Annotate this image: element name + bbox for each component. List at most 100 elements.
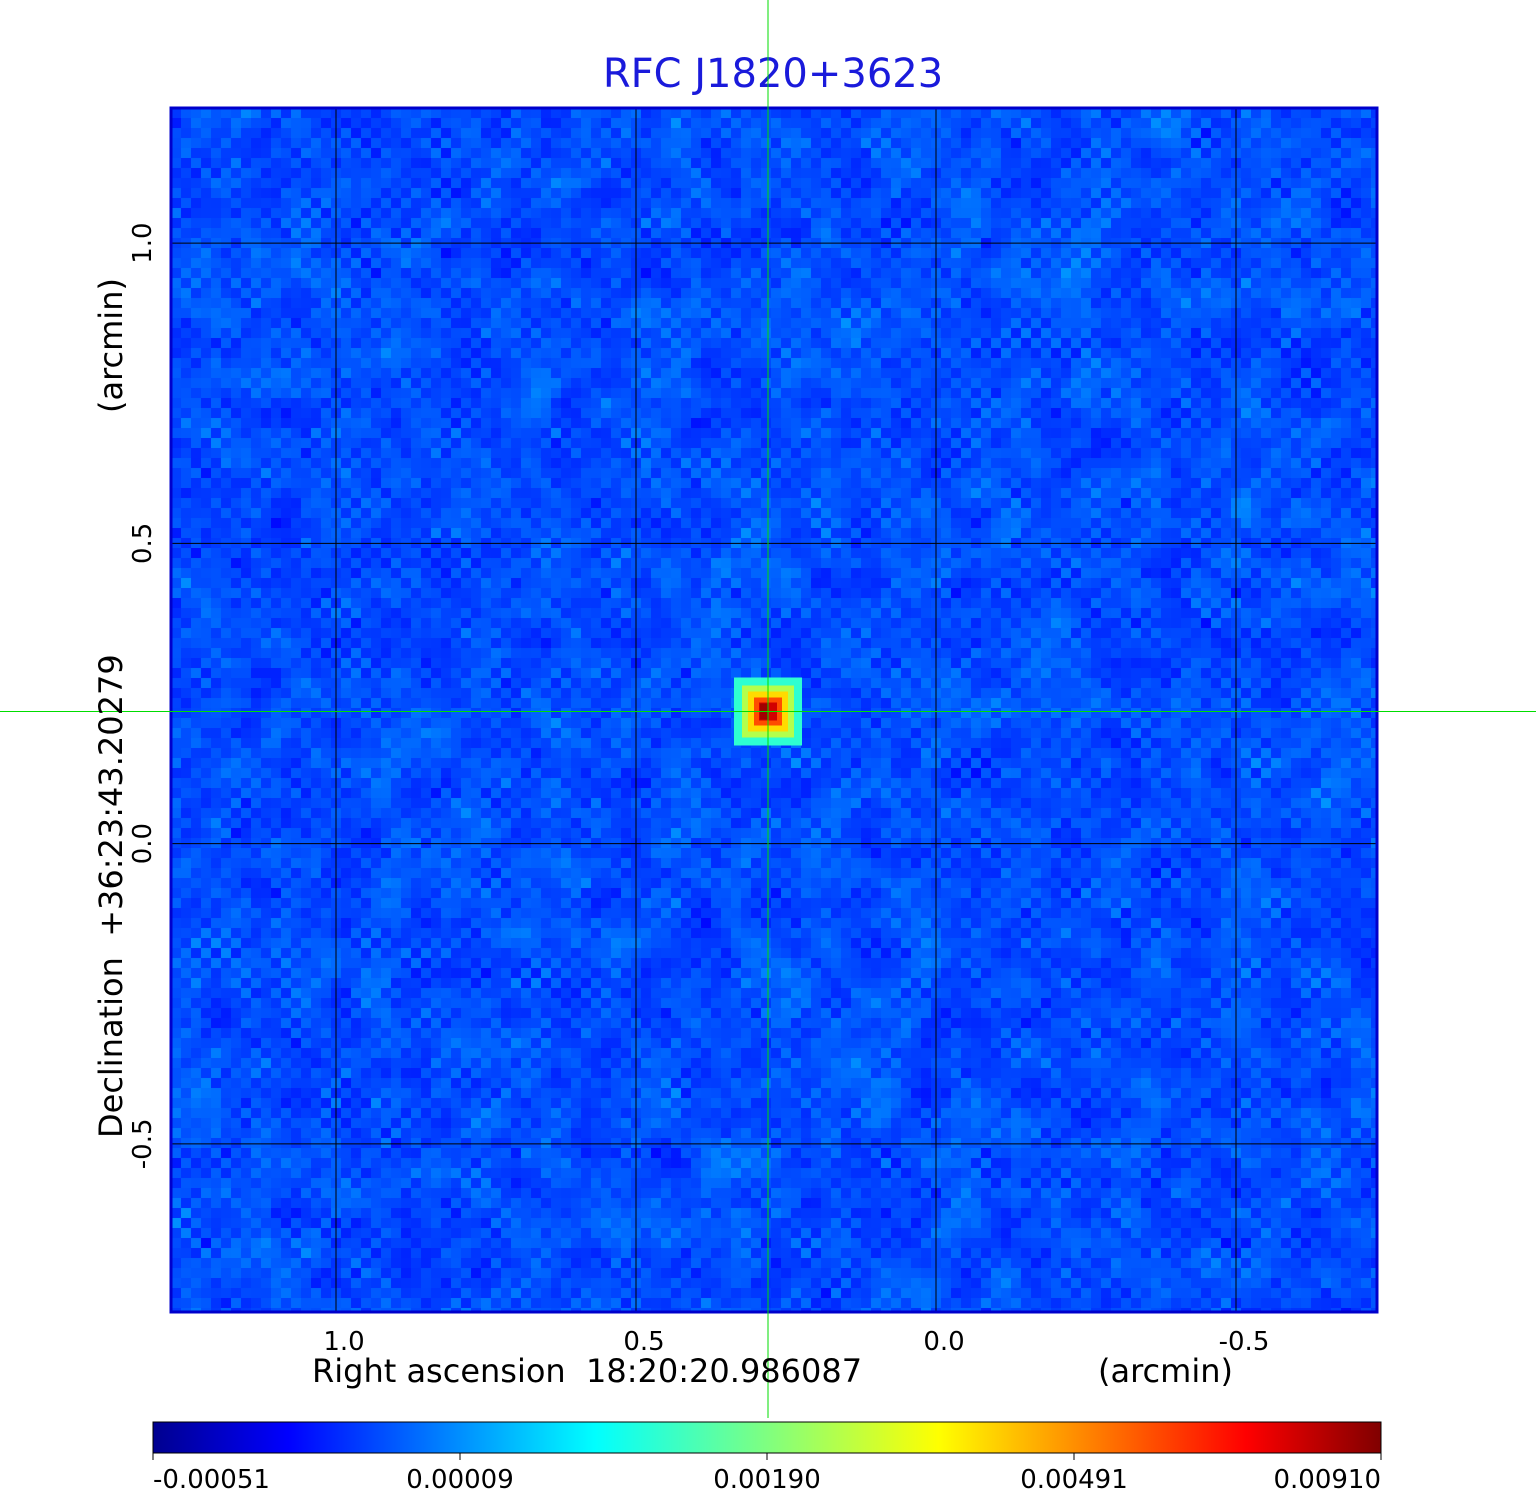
map-pixel xyxy=(1091,438,1101,448)
map-pixel xyxy=(861,208,871,218)
map-pixel xyxy=(611,458,621,468)
map-pixel xyxy=(1361,308,1371,318)
map-pixel xyxy=(441,198,451,208)
map-pixel xyxy=(281,478,291,488)
map-pixel xyxy=(1201,208,1211,218)
map-pixel xyxy=(571,128,581,138)
map-pixel xyxy=(411,478,421,488)
map-pixel xyxy=(291,298,301,308)
map-pixel xyxy=(881,138,891,148)
map-pixel xyxy=(1321,338,1331,348)
map-pixel xyxy=(411,108,421,118)
map-pixel xyxy=(961,498,971,508)
map-pixel xyxy=(1051,458,1061,468)
map-pixel xyxy=(281,138,291,148)
map-pixel xyxy=(231,158,241,168)
map-pixel xyxy=(561,428,571,438)
map-pixel xyxy=(741,328,751,338)
map-pixel xyxy=(871,438,881,448)
map-pixel xyxy=(201,188,211,198)
map-pixel xyxy=(751,308,761,318)
map-pixel xyxy=(1201,178,1211,188)
map-pixel xyxy=(851,308,861,318)
map-pixel xyxy=(671,348,681,358)
map-pixel xyxy=(351,378,361,388)
map-pixel xyxy=(1221,508,1231,518)
map-pixel xyxy=(381,498,391,508)
map-pixel xyxy=(1061,448,1071,458)
map-pixel xyxy=(351,258,361,268)
map-pixel xyxy=(1151,208,1161,218)
map-pixel xyxy=(901,198,911,208)
map-pixel xyxy=(841,378,851,388)
map-pixel xyxy=(501,298,511,308)
map-pixel xyxy=(741,218,751,228)
map-pixel xyxy=(1261,208,1271,218)
map-pixel xyxy=(1101,228,1111,238)
map-pixel xyxy=(451,478,461,488)
map-pixel xyxy=(501,228,511,238)
map-pixel xyxy=(701,338,711,348)
map-pixel xyxy=(1031,178,1041,188)
map-pixel xyxy=(311,448,321,458)
map-pixel xyxy=(521,198,531,208)
map-pixel xyxy=(1261,318,1271,328)
map-pixel xyxy=(1021,128,1031,138)
map-pixel xyxy=(171,468,181,478)
map-pixel xyxy=(441,458,451,468)
map-pixel xyxy=(891,348,901,358)
map-pixel xyxy=(661,508,671,518)
map-pixel xyxy=(381,388,391,398)
map-pixel xyxy=(1011,338,1021,348)
map-pixel xyxy=(991,368,1001,378)
map-pixel xyxy=(941,228,951,238)
map-pixel xyxy=(541,438,551,448)
map-pixel xyxy=(1131,148,1141,158)
map-pixel xyxy=(311,318,321,328)
map-pixel xyxy=(961,508,971,518)
map-pixel xyxy=(751,448,761,458)
map-pixel xyxy=(1181,308,1191,318)
map-pixel xyxy=(1341,268,1351,278)
map-pixel xyxy=(921,308,931,318)
map-pixel xyxy=(1131,268,1141,278)
map-pixel xyxy=(981,388,991,398)
map-pixel xyxy=(1071,268,1081,278)
map-pixel xyxy=(491,308,501,318)
map-pixel xyxy=(1061,468,1071,478)
map-pixel xyxy=(1021,268,1031,278)
map-pixel xyxy=(1151,338,1161,348)
map-pixel xyxy=(451,448,461,458)
map-pixel xyxy=(521,218,531,228)
map-pixel xyxy=(1131,458,1141,468)
map-pixel xyxy=(261,128,271,138)
map-pixel xyxy=(1121,248,1131,258)
map-pixel xyxy=(231,348,241,358)
map-pixel xyxy=(1201,468,1211,478)
map-pixel xyxy=(821,438,831,448)
map-pixel xyxy=(791,428,801,438)
map-pixel xyxy=(401,498,411,508)
map-pixel xyxy=(871,378,881,388)
map-pixel xyxy=(1121,198,1131,208)
map-pixel xyxy=(1071,378,1081,388)
map-pixel xyxy=(1291,118,1301,128)
map-pixel xyxy=(941,338,951,348)
map-pixel xyxy=(891,418,901,428)
map-pixel xyxy=(871,328,881,338)
map-pixel xyxy=(421,308,431,318)
map-pixel xyxy=(431,378,441,388)
map-pixel xyxy=(731,458,741,468)
map-pixel xyxy=(1081,348,1091,358)
map-pixel xyxy=(491,288,501,298)
map-pixel xyxy=(741,348,751,358)
map-pixel xyxy=(921,328,931,338)
map-pixel xyxy=(1031,108,1041,118)
map-pixel xyxy=(1141,278,1151,288)
map-pixel xyxy=(1011,358,1021,368)
map-pixel xyxy=(401,208,411,218)
map-pixel xyxy=(1341,148,1351,158)
map-pixel xyxy=(601,418,611,428)
map-pixel xyxy=(1051,198,1061,208)
map-pixel xyxy=(1131,188,1141,198)
